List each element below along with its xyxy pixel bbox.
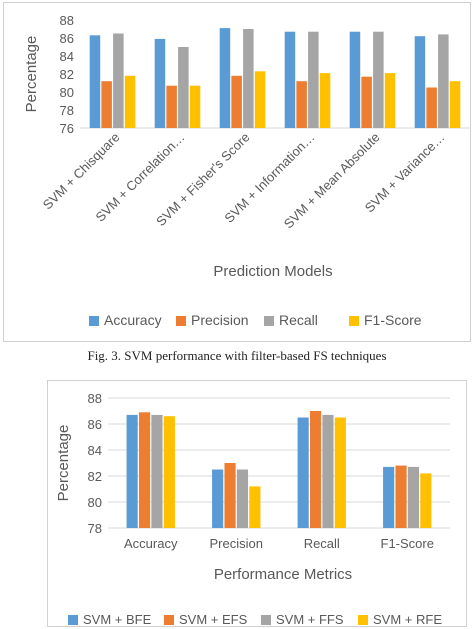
chart1-bar [189, 85, 201, 128]
chart2-bar [236, 469, 249, 528]
chart2-legend-swatch [68, 615, 78, 625]
chart1-legend-label: Recall [279, 312, 318, 328]
chart2-bar [212, 469, 224, 528]
chart1-y-axis-title: Percentage [23, 36, 40, 113]
chart1-bar [89, 35, 101, 128]
chart2-y-tick-label: 84 [88, 443, 102, 458]
chart2-bar [151, 414, 163, 528]
chart1-y-tick-label: 86 [60, 31, 74, 46]
chart1-bar [284, 31, 296, 129]
chart1-bar [296, 81, 307, 128]
chart1-bar [319, 73, 331, 128]
chart2-bar [334, 417, 346, 528]
chart1-bar [384, 73, 396, 128]
chart2-bar [126, 414, 138, 528]
chart1-legend-swatch [176, 316, 186, 326]
chart2-bar [249, 486, 261, 528]
chart2-legend-label: SVM + EFS [179, 612, 248, 627]
chart-2: 78 80 82 84 86 88 Accuracy Precision Recall F1-Sc… [55, 391, 450, 627]
chart2-y-tick-label: 88 [88, 391, 102, 406]
chart1-bar [101, 81, 112, 128]
chart2-y-tick-label: 82 [88, 469, 102, 484]
chart1-bar [231, 75, 242, 128]
chart1-legend-label: F1-Score [364, 312, 422, 328]
chart2-bar [138, 412, 151, 528]
chart2-bar [420, 473, 432, 528]
chart2-legend-swatch [261, 615, 271, 625]
chart2-legend-swatch [164, 615, 174, 625]
chart2-y-tick-label: 78 [88, 521, 102, 536]
chart1-bar [219, 28, 231, 129]
chart2-y-axis-title: Percentage [55, 425, 72, 502]
chart1-bar [349, 31, 361, 129]
chart1-bar [426, 87, 437, 128]
chart-2-frame [47, 380, 467, 627]
chart2-x-tick-label: F1-Score [381, 536, 434, 551]
chart2-legend-label: SVM + FFS [276, 612, 344, 627]
chart2-x-axis-title: Performance Metrics [214, 566, 352, 583]
chart1-legend-swatch [349, 316, 359, 326]
chart1-bar [178, 47, 189, 128]
chart1-bar [438, 34, 449, 128]
chart2-bar [163, 416, 175, 528]
chart1-y-tick-label: 80 [60, 85, 74, 100]
chart1-bar [373, 31, 384, 129]
chart1-bar [449, 81, 461, 128]
chart1-bar [243, 29, 254, 128]
chart2-bar [297, 417, 309, 528]
chart1-bar [308, 31, 319, 129]
chart1-legend-swatch [264, 316, 274, 326]
chart2-x-tick-label: Precision [210, 536, 263, 551]
chart1-bar [254, 71, 266, 128]
chart2-bar [322, 414, 334, 528]
chart2-legend-swatch [358, 615, 368, 625]
chart2-y-tick-label: 80 [88, 495, 102, 510]
chart1-y-tick-label: 84 [60, 49, 74, 64]
chart1-x-axis-title: Prediction Models [213, 263, 332, 280]
chart1-bar [154, 38, 166, 128]
chart2-x-tick-label: Accuracy [124, 536, 178, 551]
chart1-legend-label: Accuracy [104, 312, 162, 328]
chart1-bar [166, 85, 177, 128]
chart2-legend-label: SVM + BFE [83, 612, 152, 627]
chart1-legend-label: Precision [191, 312, 249, 328]
chart-1-frame [3, 2, 471, 342]
chart1-legend-swatch [89, 316, 99, 326]
chart2-bar [407, 466, 420, 528]
chart2-bar [383, 466, 395, 528]
chart2-bar [395, 465, 407, 528]
chart1-bar [414, 36, 426, 129]
chart2-x-tick-label: Recall [304, 536, 340, 551]
chart1-bar [124, 75, 136, 128]
chart1-y-tick-label: 82 [60, 67, 74, 82]
chart2-y-tick-label: 86 [88, 417, 102, 432]
chart1-y-tick-label: 78 [60, 103, 74, 118]
figure-caption: Fig. 3. SVM performance with filter-base… [87, 348, 387, 363]
chart1-bar [361, 76, 372, 128]
chart1-y-tick-label: 88 [60, 13, 74, 28]
chart2-bar [224, 463, 236, 528]
chart1-bar [113, 33, 124, 128]
chart2-bar [309, 411, 322, 528]
chart2-legend-label: SVM + RFE [373, 612, 442, 627]
chart1-y-tick-label: 76 [60, 121, 74, 136]
